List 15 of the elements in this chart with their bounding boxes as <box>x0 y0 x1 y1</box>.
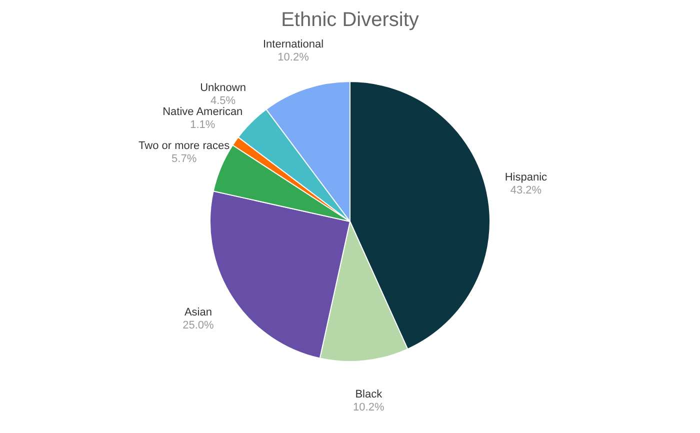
data-label: 4.5% <box>210 94 236 107</box>
slice-label: Two or more races <box>138 140 230 152</box>
slice-label: Black <box>355 388 383 401</box>
slice-label: Native American <box>162 106 243 118</box>
chart-title: Ethnic Diversity <box>281 9 419 31</box>
data-label: 25.0% <box>182 319 214 332</box>
data-label: 43.2% <box>510 184 542 197</box>
data-label: 1.1% <box>190 119 216 132</box>
slice-label: International <box>262 38 324 51</box>
data-label: 10.2% <box>278 52 310 64</box>
slice-label: Hispanic <box>504 172 548 184</box>
slice-label: Asian <box>184 306 212 318</box>
data-label: 5.7% <box>172 152 197 165</box>
slice-label: Unknown <box>200 82 246 94</box>
data-label: 10.2% <box>353 402 384 414</box>
